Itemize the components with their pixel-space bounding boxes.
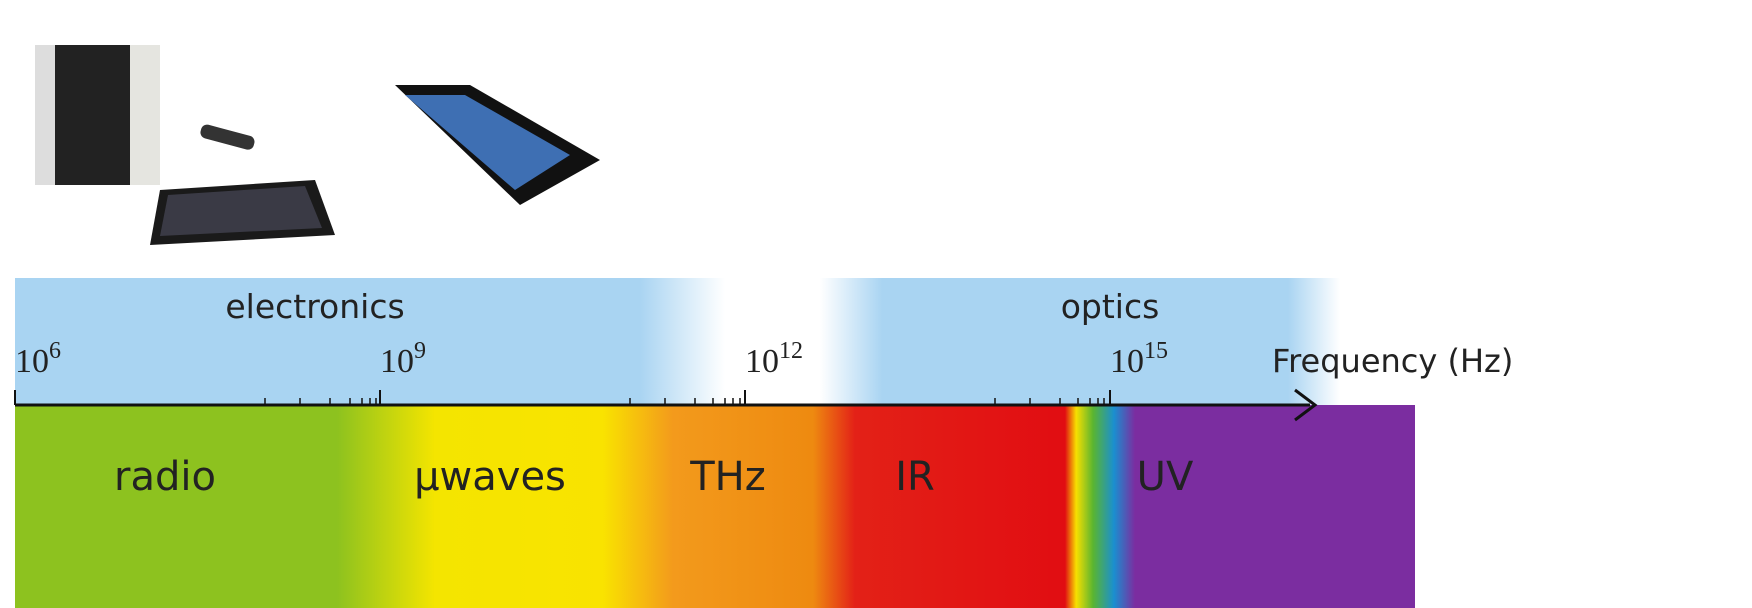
band-label: IR (895, 454, 935, 500)
tick-exponent: 12 (779, 338, 803, 364)
tick-base: 10 (745, 343, 779, 380)
axis-label: Frequency (Hz) (1272, 342, 1513, 380)
tick-base: 10 (1110, 343, 1144, 380)
tick-exponent: 15 (1144, 338, 1168, 364)
tick-exponent: 9 (414, 338, 426, 364)
region-label: electronics (225, 287, 404, 326)
spectrum-bar (15, 405, 1415, 608)
region-label: optics (1061, 287, 1160, 326)
tick-base: 10 (15, 343, 49, 380)
band-label: μwaves (414, 454, 566, 500)
band-label: UV (1137, 454, 1194, 500)
band-label: radio (114, 454, 216, 500)
band-label: THz (689, 454, 766, 500)
tick-label: 1012 (745, 338, 803, 380)
devices-image (35, 45, 600, 245)
spectrum-diagram: electronics optics 10610910121015 Freque… (0, 0, 1752, 608)
tick-exponent: 6 (49, 338, 61, 364)
tick-base: 10 (380, 343, 414, 380)
